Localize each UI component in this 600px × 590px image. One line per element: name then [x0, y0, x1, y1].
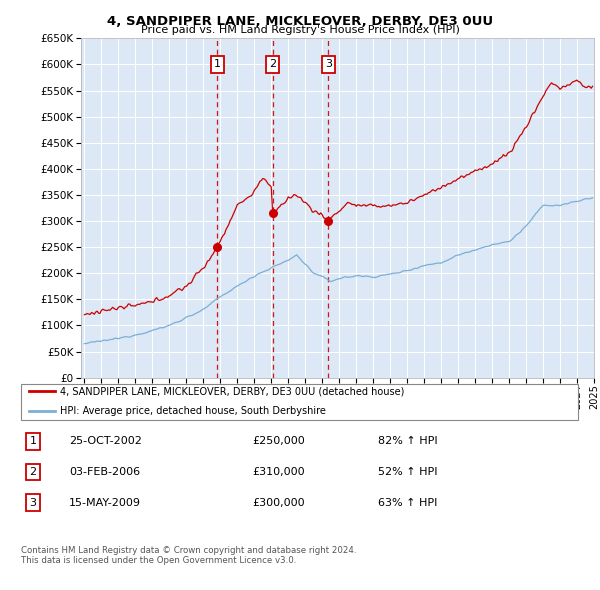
Text: 1: 1: [214, 60, 221, 70]
Text: HPI: Average price, detached house, South Derbyshire: HPI: Average price, detached house, Sout…: [60, 407, 326, 417]
Text: 25-OCT-2002: 25-OCT-2002: [69, 437, 142, 446]
Text: 3: 3: [325, 60, 332, 70]
Text: Price paid vs. HM Land Registry's House Price Index (HPI): Price paid vs. HM Land Registry's House …: [140, 25, 460, 35]
Text: £310,000: £310,000: [252, 467, 305, 477]
Text: £300,000: £300,000: [252, 498, 305, 507]
FancyBboxPatch shape: [21, 384, 578, 420]
Text: This data is licensed under the Open Government Licence v3.0.: This data is licensed under the Open Gov…: [21, 556, 296, 565]
Text: Contains HM Land Registry data © Crown copyright and database right 2024.: Contains HM Land Registry data © Crown c…: [21, 546, 356, 555]
Text: 2: 2: [29, 467, 37, 477]
Text: 4, SANDPIPER LANE, MICKLEOVER, DERBY, DE3 0UU (detached house): 4, SANDPIPER LANE, MICKLEOVER, DERBY, DE…: [60, 386, 404, 396]
Text: 2: 2: [269, 60, 277, 70]
Text: 63% ↑ HPI: 63% ↑ HPI: [378, 498, 437, 507]
Text: 52% ↑ HPI: 52% ↑ HPI: [378, 467, 437, 477]
Text: 4, SANDPIPER LANE, MICKLEOVER, DERBY, DE3 0UU: 4, SANDPIPER LANE, MICKLEOVER, DERBY, DE…: [107, 15, 493, 28]
Text: 3: 3: [29, 498, 37, 507]
Text: 1: 1: [29, 437, 37, 446]
Text: 15-MAY-2009: 15-MAY-2009: [69, 498, 141, 507]
Text: 03-FEB-2006: 03-FEB-2006: [69, 467, 140, 477]
Text: 82% ↑ HPI: 82% ↑ HPI: [378, 437, 437, 446]
Text: £250,000: £250,000: [252, 437, 305, 446]
